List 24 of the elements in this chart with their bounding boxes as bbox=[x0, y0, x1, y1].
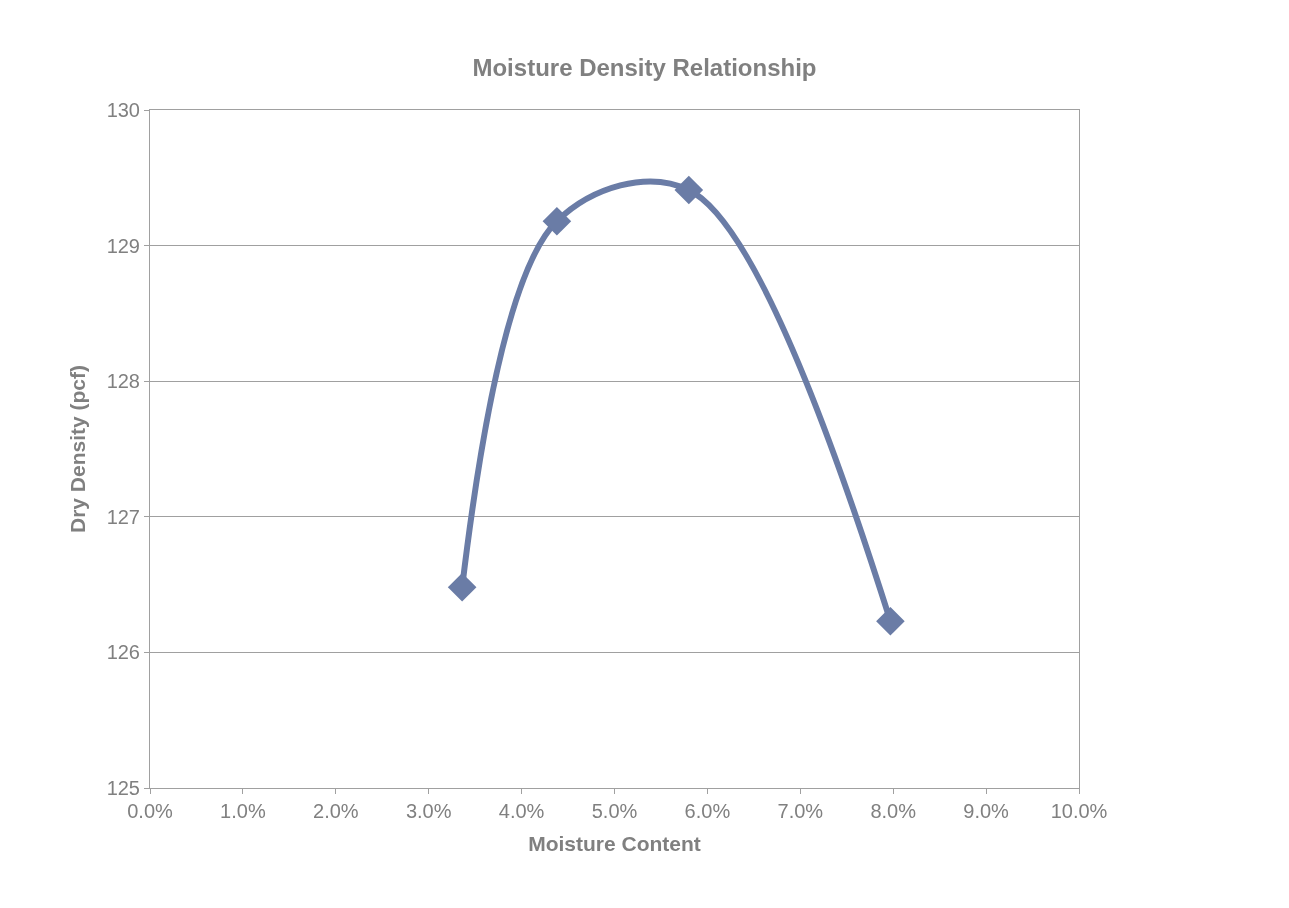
y-tick-label: 128 bbox=[106, 370, 140, 393]
point bbox=[447, 573, 477, 602]
x-tick-label: 6.0% bbox=[684, 800, 731, 822]
x-tick-label: 0.0% bbox=[127, 800, 174, 822]
x-tick-label: 8.0% bbox=[870, 800, 917, 822]
x-axis-title: Moisture Content bbox=[528, 832, 701, 856]
x-tick-label: 2.0% bbox=[313, 800, 359, 822]
x-tick-label: 1.0% bbox=[220, 800, 266, 822]
y-tick-label: 125 bbox=[106, 777, 140, 799]
x-tick-label: 3.0% bbox=[405, 800, 452, 822]
x-tick-label: 9.0% bbox=[963, 800, 1010, 822]
x-tick-label: 7.0% bbox=[777, 800, 824, 822]
point bbox=[876, 606, 905, 636]
x-tick-label: 4.0% bbox=[498, 800, 545, 822]
y-tick-label: 126 bbox=[106, 641, 140, 664]
y-axis-title: Dry Density (pcf) bbox=[65, 364, 89, 534]
chart-title: Moisture Density Relationship bbox=[472, 53, 817, 81]
x-tick-label: 10.0% bbox=[1050, 800, 1108, 822]
point bbox=[674, 175, 704, 205]
y-tick-label: 129 bbox=[106, 234, 140, 257]
y-tick-label: 127 bbox=[106, 505, 140, 528]
y-tick-label: 130 bbox=[106, 99, 140, 121]
x-tick-label: 5.0% bbox=[591, 800, 638, 822]
point bbox=[542, 206, 572, 236]
